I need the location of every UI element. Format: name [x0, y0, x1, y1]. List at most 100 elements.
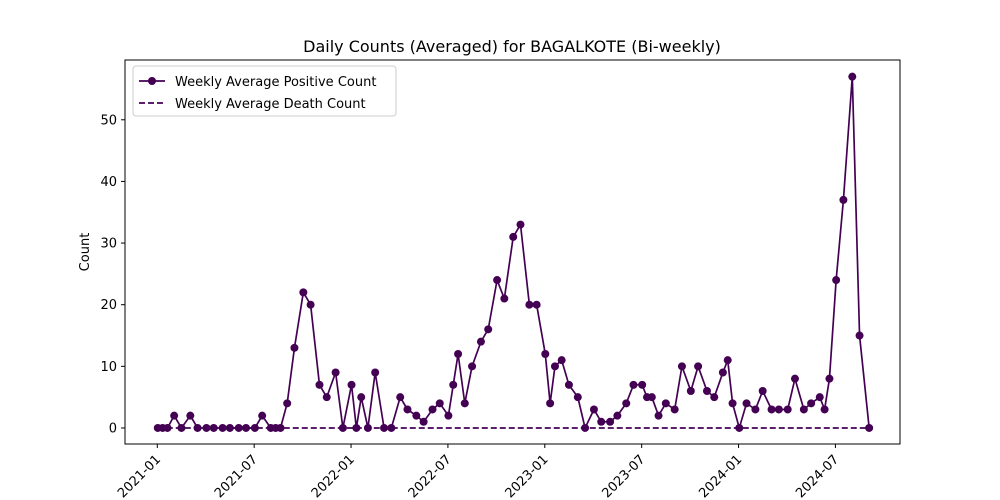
y-tick-label: 0	[109, 421, 117, 436]
data-point	[396, 393, 405, 402]
data-point	[509, 232, 518, 241]
x-tick-label: 2022-01	[309, 452, 358, 500]
data-point	[468, 362, 477, 371]
data-point	[412, 411, 421, 420]
data-point	[371, 368, 380, 377]
x-tick-label: 2023-01	[503, 452, 552, 500]
x-tick-label: 2021-01	[115, 452, 164, 500]
data-point	[848, 72, 857, 81]
x-tick-label: 2021-07	[212, 452, 261, 500]
data-point	[525, 300, 534, 309]
data-point	[258, 411, 267, 420]
data-point	[428, 405, 437, 414]
data-point	[557, 356, 566, 365]
series-line	[157, 76, 871, 432]
x-tick-label: 2024-07	[793, 452, 842, 500]
legend-box	[132, 65, 397, 117]
data-point	[767, 405, 776, 414]
data-point	[718, 368, 727, 377]
y-axis-label: Count	[78, 233, 93, 272]
data-point	[306, 300, 315, 309]
chart-title: Daily Counts (Averaged) for BAGALKOTE (B…	[303, 37, 721, 56]
data-point	[758, 386, 767, 395]
data-point	[839, 195, 848, 204]
data-point	[661, 399, 670, 408]
data-point	[573, 393, 582, 402]
data-point	[444, 411, 453, 420]
y-tick-label: 10	[100, 360, 117, 375]
legend-label: Weekly Average Positive Count	[175, 75, 376, 90]
legend-marker	[148, 77, 156, 85]
data-point	[170, 411, 179, 420]
data-point	[774, 405, 783, 414]
legend: Weekly Average Positive Count Weekly Aver…	[132, 65, 397, 117]
data-point	[654, 411, 663, 420]
x-tick-label: 2024-01	[696, 452, 745, 500]
data-point	[449, 380, 458, 389]
data-point	[186, 411, 195, 420]
data-point	[820, 405, 829, 414]
data-point	[589, 405, 598, 414]
y-tick-label: 30	[100, 237, 117, 252]
data-point	[250, 423, 259, 432]
data-point	[606, 417, 615, 426]
y-tick-label: 40	[100, 175, 117, 190]
y-tick-label: 20	[100, 298, 117, 313]
data-point	[476, 337, 485, 346]
data-point	[484, 325, 493, 334]
data-point	[564, 380, 573, 389]
data-point	[799, 405, 808, 414]
data-point	[694, 362, 703, 371]
data-point	[629, 380, 638, 389]
data-point	[855, 331, 864, 340]
data-point	[516, 220, 525, 229]
data-point	[299, 288, 308, 297]
data-point	[234, 423, 243, 432]
data-point	[435, 399, 444, 408]
data-point	[677, 362, 686, 371]
data-point	[723, 356, 732, 365]
data-point	[357, 393, 366, 402]
data-point	[815, 393, 824, 402]
data-point	[686, 386, 695, 395]
data-point	[493, 276, 502, 285]
y-tick-label: 50	[100, 113, 117, 128]
data-point	[597, 417, 606, 426]
data-point	[613, 411, 622, 420]
data-point	[500, 294, 509, 303]
data-point	[541, 350, 550, 359]
data-point	[454, 350, 463, 359]
data-point	[546, 399, 555, 408]
data-point	[532, 300, 541, 309]
x-tick-label: 2022-07	[406, 452, 455, 500]
data-point	[315, 380, 324, 389]
data-point	[807, 399, 816, 408]
data-point	[710, 393, 719, 402]
data-point	[638, 380, 647, 389]
data-point	[460, 399, 469, 408]
data-point	[832, 276, 841, 285]
data-point	[283, 399, 292, 408]
data-point	[347, 380, 356, 389]
data-point	[419, 417, 428, 426]
data-point	[702, 386, 711, 395]
data-point	[790, 374, 799, 383]
data-point	[387, 423, 396, 432]
data-point	[290, 343, 299, 352]
data-point	[622, 399, 631, 408]
x-tick-label: 2023-07	[599, 452, 648, 500]
data-point	[331, 368, 340, 377]
data-point	[742, 399, 751, 408]
data-point	[670, 405, 679, 414]
data-point	[783, 405, 792, 414]
data-point	[825, 374, 834, 383]
data-point	[322, 393, 331, 402]
data-point	[403, 405, 412, 414]
data-point	[550, 362, 559, 371]
data-point	[751, 405, 760, 414]
plot-area	[124, 59, 901, 445]
data-point	[728, 399, 737, 408]
data-point	[242, 423, 251, 432]
data-point	[647, 393, 656, 402]
